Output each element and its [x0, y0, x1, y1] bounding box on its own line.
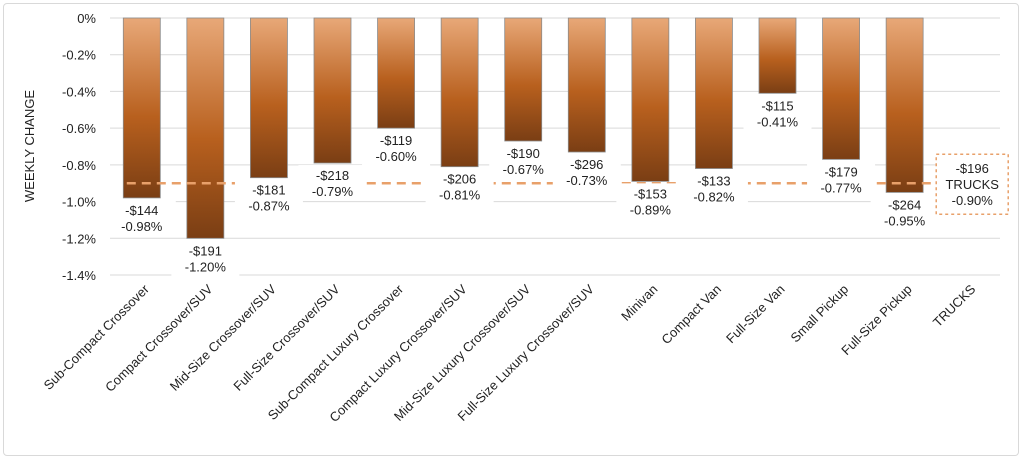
data-label-dollar: -$153	[634, 186, 667, 201]
data-label-bg	[870, 194, 939, 231]
data-label-bg	[171, 240, 240, 277]
bar	[504, 17, 543, 142]
x-tick-label: TRUCKS	[930, 281, 979, 330]
y-tick-label: -0.4%	[62, 84, 96, 99]
bar	[377, 17, 415, 129]
y-tick-label: -0.2%	[62, 48, 96, 63]
data-label-bg	[743, 95, 812, 132]
x-tick-label: Compact Van	[658, 282, 724, 348]
y-tick-label: -1.4%	[62, 268, 96, 283]
reference-label-box	[935, 153, 1009, 215]
data-label-percent: -0.79%	[312, 184, 354, 199]
data-label-percent: -0.82%	[693, 190, 735, 205]
bar	[122, 17, 161, 199]
data-label-dollar: -$296	[570, 157, 603, 172]
data-label-dollar: -$206	[443, 172, 476, 187]
x-tick-label: Compact Crossover/SUV	[102, 281, 216, 395]
y-tick-label: -1.2%	[62, 231, 96, 246]
data-label-bg	[298, 165, 367, 202]
x-tick-label: Sub-Compact Luxury Crossover	[265, 281, 407, 423]
reference-label-dollar: -$196	[956, 161, 989, 176]
x-tick-label: Minivan	[618, 282, 660, 324]
data-label-percent: -0.98%	[121, 219, 163, 234]
data-label-bg	[552, 154, 621, 191]
data-label-bg	[425, 168, 494, 205]
data-label-percent: -1.20%	[185, 259, 227, 274]
data-label-dollar: -$133	[697, 174, 730, 189]
data-label-dollar: -$144	[125, 203, 158, 218]
bar	[758, 17, 797, 94]
data-label-dollar: -$218	[316, 168, 349, 183]
y-axis-label: WEEKLY CHANGE	[22, 90, 37, 203]
x-tick-label: Sub-Compact Crossover	[41, 281, 153, 393]
data-label-dollar: -$115	[761, 98, 793, 113]
data-label-percent: -0.87%	[248, 199, 290, 214]
data-label-dollar: -$119	[380, 133, 412, 148]
x-tick-label: Mid-Size Luxury Crossover/SUV	[391, 281, 534, 424]
data-label-bg	[489, 142, 558, 179]
data-label-dollar: -$190	[507, 146, 540, 161]
data-label-percent: -0.67%	[503, 162, 545, 177]
bar	[313, 17, 352, 164]
data-label-percent: -0.60%	[375, 149, 417, 164]
data-label-bg	[107, 199, 176, 236]
data-label-percent: -0.95%	[884, 213, 926, 228]
bar	[440, 17, 479, 168]
x-tick-label: Compact Luxury Crossover/SUV	[326, 281, 470, 425]
data-label-percent: -0.41%	[757, 114, 799, 129]
y-tick-label: -0.8%	[62, 158, 96, 173]
data-label-percent: -0.89%	[630, 202, 672, 217]
data-label-bg	[234, 179, 303, 216]
bar	[250, 17, 288, 179]
data-label-percent: -0.77%	[820, 180, 862, 195]
x-tick-label: Small Pickup	[787, 282, 851, 346]
bar	[186, 17, 225, 239]
data-label-dollar: -$181	[252, 183, 285, 198]
x-tick-label: Mid-Size Crossover/SUV	[167, 281, 279, 393]
reference-label-percent: -0.90%	[952, 193, 994, 208]
y-tick-label: -1.0%	[62, 195, 96, 210]
data-label-bg	[616, 183, 685, 220]
data-label-bg	[679, 170, 748, 207]
bar	[695, 17, 733, 169]
data-label-bg	[807, 161, 876, 198]
data-label-dollar: -$179	[824, 164, 857, 179]
bar	[885, 17, 924, 193]
reference-label-name: TRUCKS	[945, 177, 999, 192]
x-tick-label: Full-Size Crossover/SUV	[230, 281, 342, 393]
data-label-percent: -0.81%	[439, 188, 481, 203]
x-tick-label: Full-Size Luxury Crossover/SUV	[455, 281, 598, 424]
bar	[567, 17, 606, 153]
data-label-dollar: -$264	[888, 197, 921, 212]
data-label-bg	[362, 130, 431, 167]
chart-frame	[3, 3, 1019, 456]
bar	[631, 17, 670, 182]
y-tick-label: 0%	[77, 11, 96, 26]
data-label-dollar: -$191	[189, 243, 222, 258]
y-tick-label: -0.6%	[62, 121, 96, 136]
bar	[822, 17, 860, 160]
x-tick-label: Full-Size Van	[723, 282, 788, 347]
data-label-percent: -0.73%	[566, 173, 608, 188]
